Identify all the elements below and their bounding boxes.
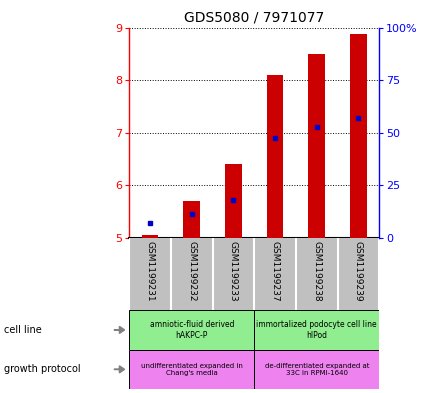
Bar <box>254 310 378 350</box>
Text: immortalized podocyte cell line
hIPod: immortalized podocyte cell line hIPod <box>256 320 376 340</box>
Text: GSM1199239: GSM1199239 <box>353 241 362 302</box>
Bar <box>129 350 254 389</box>
Bar <box>308 54 324 238</box>
Text: undifferentiated expanded in
Chang's media: undifferentiated expanded in Chang's med… <box>141 363 242 376</box>
Text: de-differentiated expanded at
33C in RPMI-1640: de-differentiated expanded at 33C in RPM… <box>264 363 368 376</box>
Bar <box>266 75 283 238</box>
Bar <box>183 201 200 238</box>
Text: GSM1199231: GSM1199231 <box>145 241 154 302</box>
Text: cell line: cell line <box>4 325 42 335</box>
Text: GSM1199237: GSM1199237 <box>270 241 279 302</box>
Text: GSM1199232: GSM1199232 <box>187 241 196 302</box>
Bar <box>224 164 241 238</box>
Bar <box>141 235 158 238</box>
Title: GDS5080 / 7971077: GDS5080 / 7971077 <box>184 11 324 25</box>
Text: growth protocol: growth protocol <box>4 364 81 375</box>
Text: amniotic-fluid derived
hAKPC-P: amniotic-fluid derived hAKPC-P <box>149 320 233 340</box>
Bar <box>129 310 254 350</box>
Bar <box>254 350 378 389</box>
Text: GSM1199238: GSM1199238 <box>312 241 320 302</box>
Text: GSM1199233: GSM1199233 <box>228 241 237 302</box>
Bar <box>349 34 366 238</box>
